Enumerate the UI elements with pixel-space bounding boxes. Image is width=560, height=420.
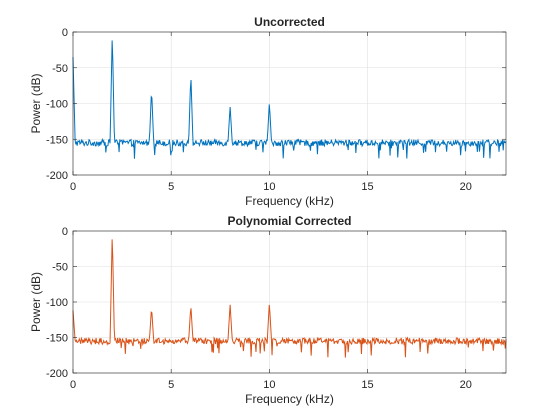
x-tick-label: 5 [168,181,174,193]
y-tick-label: -150 [46,333,68,345]
y-tick-label: 0 [62,226,68,238]
y-tick-label: -150 [46,134,68,146]
x-axis-label: Frequency (kHz) [245,392,334,406]
uncorrected-spectrum-line [72,40,507,159]
y-tick-label: -50 [52,63,68,75]
x-tick-label: 20 [460,379,472,391]
x-tick-label: 10 [263,379,275,391]
x-tick-label: 20 [460,181,472,193]
uncorrected-panel: 0 5 10 15 20 0 -50 -100 -150 -200 Uncorrected Fre… [29,15,507,208]
y-tick-label: 0 [62,27,68,39]
x-tick-label: 5 [168,379,174,391]
chart-title: Polynomial Corrected [227,214,351,228]
y-tick-label: -100 [46,297,68,309]
x-axis-label: Frequency (kHz) [245,194,334,208]
axis-ticks: 0 5 10 15 20 0 -50 -100 -150 -200 [46,27,506,193]
y-tick-label: -100 [46,99,68,111]
x-tick-label: 15 [361,181,373,193]
y-tick-label: -200 [46,170,68,182]
y-tick-label: -200 [46,368,68,380]
y-tick-label: -50 [52,262,68,274]
y-axis-label: Power (dB) [29,73,43,133]
corrected-spectrum-line [72,239,507,358]
y-axis-label: Power (dB) [29,272,43,332]
x-tick-label: 15 [361,379,373,391]
x-tick-label: 0 [70,181,76,193]
polynomial-corrected-panel: 0 5 10 15 20 0 -50 -100 -150 -200 Polynomial Corr… [29,214,507,406]
axis-ticks: 0 5 10 15 20 0 -50 -100 -150 -200 [46,226,506,391]
x-tick-label: 10 [263,181,275,193]
chart-title: Uncorrected [254,15,325,29]
x-tick-label: 0 [70,379,76,391]
